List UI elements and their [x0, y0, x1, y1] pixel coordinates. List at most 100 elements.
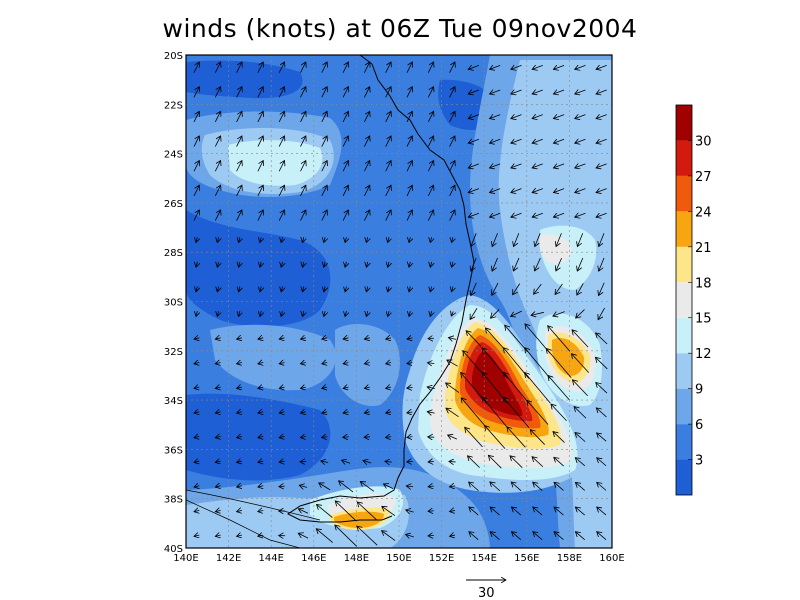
wind-vector [324, 237, 325, 242]
wind-vector [236, 62, 242, 73]
colorbar-label: 24 [695, 205, 712, 220]
wind-vector [596, 90, 607, 94]
wind-vector [278, 161, 284, 172]
coastline [287, 55, 475, 523]
wind-vector [427, 210, 433, 221]
wind-vector [406, 534, 414, 536]
wind-vector [193, 62, 199, 73]
wind-vector [468, 164, 480, 168]
wind-vector [388, 237, 389, 242]
wind-vector [555, 283, 563, 295]
wind-vector [409, 262, 410, 267]
wind-vector [214, 161, 220, 172]
colorbar-swatch [676, 282, 692, 318]
wind-vector [278, 210, 284, 221]
wind-vector [298, 509, 309, 514]
wind-vector [575, 433, 586, 442]
wind-vector [321, 210, 327, 221]
wind-vector [507, 427, 526, 448]
wind-vector [279, 461, 285, 462]
wind-vector [281, 311, 282, 316]
wind-vector [236, 161, 242, 172]
wind-vector [575, 90, 586, 94]
wind-vector [237, 436, 242, 437]
wind-vector [194, 461, 199, 462]
wind-vector [511, 65, 522, 69]
wind-vector [535, 233, 541, 246]
wind-vector [407, 412, 413, 413]
wind-vector [446, 408, 459, 418]
wind-vector [448, 338, 457, 340]
wind-vector [532, 164, 543, 168]
wind-vector [343, 338, 348, 339]
wind-vector [366, 237, 367, 242]
wind-vector [215, 461, 220, 462]
lon-tick-label: 158E [557, 553, 582, 564]
wind-vector [342, 62, 348, 73]
wind-vector [342, 87, 348, 98]
wind-vector [490, 213, 501, 217]
lon-tick-label: 150E [386, 553, 411, 564]
wind-vector [485, 328, 505, 350]
wind-vector [596, 115, 607, 119]
wind-vector [571, 354, 590, 373]
wind-vector [409, 237, 410, 242]
wind-vector [300, 62, 305, 73]
wind-vector [196, 262, 197, 267]
wind-vector [556, 233, 562, 246]
wind-vector [357, 502, 378, 521]
wind-vector [363, 460, 372, 463]
colorbar-swatch [676, 459, 692, 495]
wind-vector [236, 87, 242, 98]
wind-vector [385, 111, 391, 123]
wind-vector [386, 338, 391, 339]
wind-vector [258, 535, 264, 536]
lon-tick-label: 144E [258, 553, 283, 564]
wind-vector [553, 189, 565, 193]
wind-vector [511, 164, 522, 168]
wind-vector [360, 481, 375, 492]
lon-tick-label: 152E [429, 553, 454, 564]
wind-vector [451, 312, 453, 317]
wind-vector [279, 387, 284, 388]
wind-vector [553, 90, 565, 94]
wind-vector [237, 362, 242, 363]
colorbar-swatch [676, 353, 692, 389]
colorbar-swatch [676, 211, 692, 247]
wind-vector [239, 237, 240, 242]
wind-vector [237, 338, 242, 339]
map-title: winds (knots) at 06Z Tue 09nov2004 [162, 14, 638, 43]
wind-vector [322, 362, 327, 363]
wind-vector [511, 189, 522, 193]
wind-vector [257, 87, 263, 98]
wind-vector [319, 483, 331, 491]
wind-vector [535, 257, 541, 271]
wind-vector [485, 426, 506, 449]
wind-vector [575, 115, 586, 119]
wind-vector [302, 311, 303, 316]
wind-vectors [193, 62, 608, 547]
wind-vector [490, 482, 501, 492]
wind-vector [449, 161, 455, 172]
wind-vector [577, 233, 584, 246]
wind-vector [406, 62, 412, 73]
wind-vector [407, 363, 413, 364]
wind-vector [575, 139, 586, 143]
wind-vector [427, 185, 433, 197]
wind-vector [513, 257, 520, 271]
colorbar-swatch [676, 424, 692, 460]
wind-vector [214, 136, 220, 147]
wind-vector [596, 139, 607, 143]
wind-vector [300, 161, 305, 172]
wind-vector [469, 532, 479, 540]
wind-vector [575, 532, 585, 540]
wind-vector [324, 311, 325, 316]
wind-vector [468, 213, 480, 217]
wind-vector [409, 287, 410, 292]
wind-vector [577, 283, 584, 295]
wind-vector [554, 532, 564, 540]
colorbar-swatch [676, 317, 692, 354]
wind-vector [596, 408, 607, 418]
wind-vector [428, 461, 434, 462]
wind-vector [217, 237, 218, 242]
